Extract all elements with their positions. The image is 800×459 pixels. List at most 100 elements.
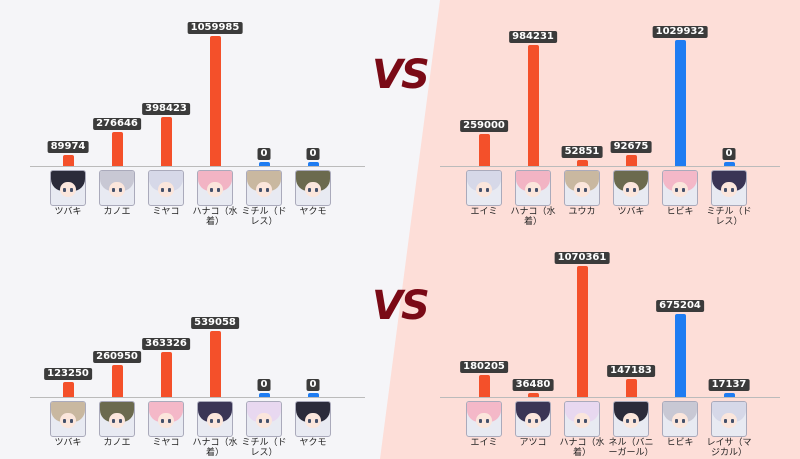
value-label: 0 <box>257 148 271 160</box>
bar-1-3 <box>625 154 637 166</box>
category-label: ミヤコ <box>152 438 180 448</box>
category-label: ミチル（ドレス） <box>241 207 287 227</box>
hibiki-avatar-icon <box>662 170 698 206</box>
tsubaki-avatar-icon <box>50 401 86 437</box>
bar-2-4 <box>258 393 270 397</box>
category-label: ハナコ（水着） <box>192 207 238 227</box>
kanoe-avatar-icon <box>99 170 135 206</box>
value-label: 0 <box>306 148 320 160</box>
tsubaki-avatar-icon <box>613 170 649 206</box>
category-label: ツバキ <box>54 438 82 448</box>
value-label: 1029932 <box>652 25 708 38</box>
bar-1-0 <box>478 134 490 166</box>
bar-2-2 <box>160 352 172 397</box>
value-label: 259000 <box>460 120 508 133</box>
value-label: 89974 <box>47 140 89 153</box>
category-label: ハナコ（水着） <box>510 207 556 227</box>
value-label: 180205 <box>460 360 508 373</box>
yakumo-avatar-icon <box>295 401 331 437</box>
value-label: 539058 <box>191 316 239 329</box>
bar-3-5 <box>723 393 735 397</box>
value-label: 147183 <box>607 364 655 377</box>
value-label: 0 <box>306 379 320 391</box>
value-label: 0 <box>722 148 736 160</box>
category-label: エイミ <box>470 438 498 448</box>
bar-3-1 <box>527 392 539 397</box>
yuuka-avatar-icon <box>564 170 600 206</box>
value-label: 1070361 <box>554 251 610 264</box>
reisa-magical-avatar-icon <box>711 401 747 437</box>
bar-0-0 <box>62 154 74 166</box>
value-label: 675204 <box>656 300 704 313</box>
tsubaki-avatar-icon <box>50 170 86 206</box>
bar-1-2 <box>576 159 588 166</box>
category-label: ハナコ（水着） <box>559 438 605 458</box>
miyako-avatar-icon <box>148 401 184 437</box>
miyako-avatar-icon <box>148 170 184 206</box>
michiru-dress-avatar-icon <box>246 401 282 437</box>
category-label: ミヤコ <box>152 207 180 217</box>
bar-1-4 <box>674 39 686 166</box>
value-label: 984231 <box>509 31 557 44</box>
category-label: ヤクモ <box>299 438 327 448</box>
hanako-swimsuit-avatar-icon <box>197 170 233 206</box>
category-label: ネル（バニーガール） <box>608 438 654 458</box>
hanako-swimsuit-avatar-icon <box>515 170 551 206</box>
atsuko-avatar-icon <box>515 401 551 437</box>
hanako-swimsuit-avatar-icon <box>197 401 233 437</box>
value-label: 1059985 <box>187 21 243 34</box>
bar-1-5 <box>723 162 735 166</box>
bar-2-5 <box>307 393 319 397</box>
category-label: ヤクモ <box>299 207 327 217</box>
category-label: ヒビキ <box>666 438 694 448</box>
michiru-dress-avatar-icon <box>246 170 282 206</box>
value-label: 123250 <box>44 367 92 380</box>
bar-1-1 <box>527 45 539 166</box>
chart-baseline <box>440 166 780 167</box>
category-label: ツバキ <box>617 207 645 217</box>
value-label: 276646 <box>93 118 141 131</box>
michiru-dress-avatar-icon <box>711 170 747 206</box>
chart-baseline <box>30 397 365 398</box>
bar-0-5 <box>307 162 319 166</box>
category-label: ミチル（ドレス） <box>241 438 287 458</box>
category-label: ミチル（ドレス） <box>706 207 752 227</box>
bar-3-4 <box>674 314 686 397</box>
value-label: 52851 <box>561 145 603 158</box>
eimi-avatar-icon <box>466 170 502 206</box>
bar-0-3 <box>209 35 221 166</box>
bar-3-2 <box>576 265 588 397</box>
neru-bunny-avatar-icon <box>613 401 649 437</box>
bar-2-0 <box>62 381 74 397</box>
value-label: 92675 <box>610 140 652 153</box>
value-label: 398423 <box>142 103 190 116</box>
category-label: カノエ <box>103 207 131 217</box>
eimi-avatar-icon <box>466 401 502 437</box>
bar-0-1 <box>111 132 123 166</box>
vs-label-bottom: VS <box>372 283 430 329</box>
category-label: ハナコ（水着） <box>192 438 238 458</box>
kanoe-avatar-icon <box>99 401 135 437</box>
hanako-swimsuit-avatar-icon <box>564 401 600 437</box>
chart-baseline <box>440 397 780 398</box>
value-label: 36480 <box>512 378 554 391</box>
bar-0-2 <box>160 117 172 166</box>
category-label: ユウカ <box>568 207 596 217</box>
value-label: 363326 <box>142 338 190 351</box>
vs-label-top: VS <box>372 52 430 98</box>
category-label: カノエ <box>103 438 131 448</box>
bar-2-3 <box>209 330 221 397</box>
bar-0-4 <box>258 162 270 166</box>
value-label: 0 <box>257 379 271 391</box>
bar-2-1 <box>111 364 123 397</box>
bar-3-0 <box>478 374 490 397</box>
value-label: 17137 <box>708 379 750 391</box>
category-label: アツコ <box>519 438 547 448</box>
yakumo-avatar-icon <box>295 170 331 206</box>
category-label: ツバキ <box>54 207 82 217</box>
hibiki-avatar-icon <box>662 401 698 437</box>
category-label: ヒビキ <box>666 207 694 217</box>
category-label: レイサ（マジカル） <box>706 438 752 458</box>
category-label: エイミ <box>470 207 498 217</box>
